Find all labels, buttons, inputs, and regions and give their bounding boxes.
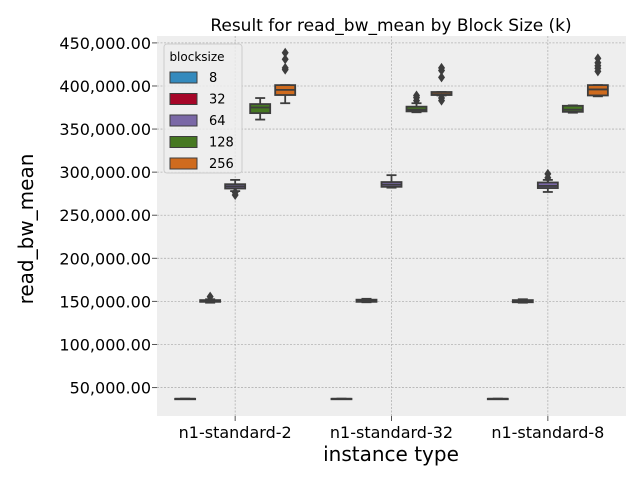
legend-label: 64 [209, 114, 226, 129]
legend-swatch [169, 93, 198, 105]
y-tick-label: 300,000.00 [59, 163, 151, 182]
legend-title: blocksize [169, 50, 224, 64]
chart-title: Result for read_bw_mean by Block Size (k… [210, 16, 571, 36]
outlier-point [438, 62, 446, 73]
outlier-point [206, 291, 214, 302]
box-series [174, 47, 609, 401]
y-tick-label: 250,000.00 [59, 206, 151, 225]
legend-swatch [169, 114, 198, 127]
box [249, 103, 272, 115]
outlier-point [281, 47, 289, 58]
box-8-0 [174, 397, 197, 401]
legend-swatch [169, 71, 198, 84]
outlier-point [413, 90, 421, 101]
y-tick-label: 50,000.00 [70, 379, 151, 398]
outlier-point [594, 53, 602, 64]
outlier-point [281, 62, 289, 73]
box-128-2 [561, 104, 584, 114]
box-256-2 [586, 53, 609, 98]
x-tick-label: n1-standard-2 [179, 423, 292, 442]
outlier-point [544, 168, 552, 179]
outlier-point [438, 72, 446, 83]
box-32-2 [511, 298, 534, 304]
legend: blocksize 8 32 64 128 256 [163, 43, 243, 174]
x-tick-label: n1-standard-32 [330, 423, 453, 442]
y-tick-label: 100,000.00 [59, 335, 151, 354]
box-32-1 [355, 297, 378, 304]
y-tick-label: 200,000.00 [59, 249, 151, 268]
legend-swatch [169, 157, 198, 170]
gridlines [157, 36, 626, 416]
outlier-point [281, 54, 289, 65]
outlier-point [231, 187, 239, 198]
legend-swatch [169, 136, 198, 148]
box-32-0 [199, 291, 222, 304]
legend-label: 128 [209, 136, 234, 151]
box-8-1 [330, 397, 353, 401]
y-tick-label: 350,000.00 [59, 120, 151, 139]
box-128-1 [405, 90, 428, 114]
box-8-2 [486, 397, 509, 401]
box-128-0 [249, 97, 272, 121]
box-64-0 [224, 179, 247, 200]
x-axis: n1-standard-2 n1-standard-32 n1-standard-8 [179, 416, 604, 442]
legend-label: 32 [209, 93, 226, 108]
box-256-1 [430, 62, 453, 106]
legend-label: 8 [209, 71, 217, 86]
y-axis: 50,000.00 100,000.00 150,000.00 200,000.00 2… [59, 34, 157, 398]
outlier-point [438, 93, 446, 104]
legend-label: 256 [209, 157, 234, 172]
y-axis-label: read_bw_mean [14, 154, 38, 305]
x-tick-label: n1-standard-8 [491, 423, 604, 442]
box-64-2 [536, 168, 559, 193]
x-axis-label: instance type [323, 442, 459, 466]
y-tick-label: 400,000.00 [59, 77, 151, 96]
box-64-1 [380, 174, 403, 189]
box-256-0 [274, 47, 297, 105]
y-tick-label: 450,000.00 [59, 34, 151, 53]
y-tick-label: 150,000.00 [59, 292, 151, 311]
